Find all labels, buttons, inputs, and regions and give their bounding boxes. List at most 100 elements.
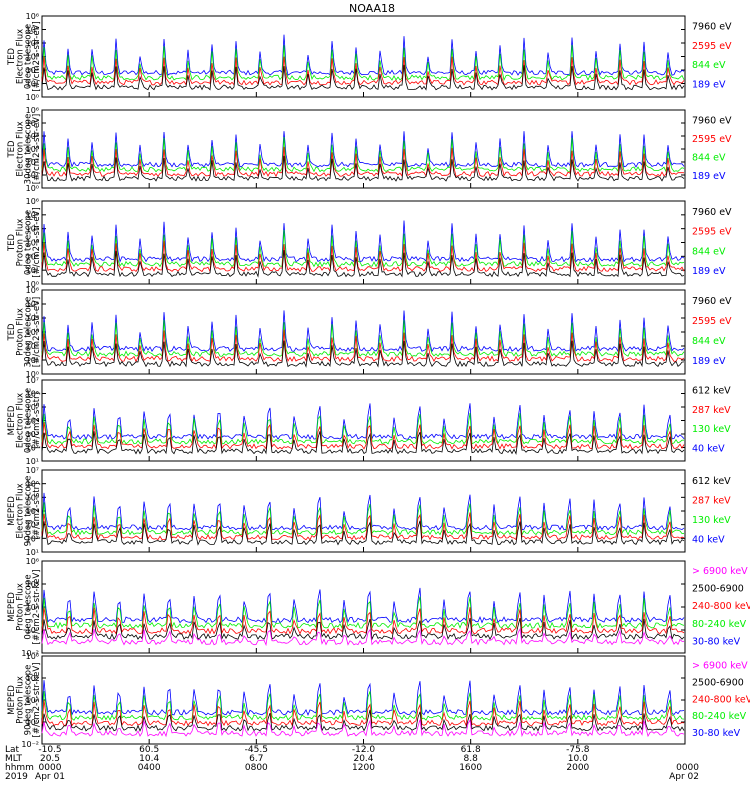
y-tick-label: 10³ bbox=[26, 53, 39, 62]
series-red bbox=[41, 512, 685, 541]
x-axis-cell: 20.4 bbox=[353, 754, 373, 764]
y-axis-label-line: TED bbox=[7, 323, 17, 342]
plot-frame bbox=[41, 469, 686, 553]
legend-entry: 844 eV bbox=[692, 152, 726, 163]
y-axis-label: MEPEDProton Flux0deg telescope[#/cm2-s-s… bbox=[7, 570, 42, 645]
legend-entry: 612 keV bbox=[692, 476, 731, 487]
x-axis-cell: 0000 bbox=[39, 763, 62, 773]
series-blue bbox=[41, 220, 685, 264]
series-green bbox=[41, 691, 685, 722]
y-tick-label: 10¹ bbox=[26, 457, 39, 466]
y-tick-label: 10² bbox=[26, 342, 39, 351]
y-axis-label: TEDProton Flux0deg telescope[#/cm2-s-str… bbox=[7, 207, 42, 277]
y-tick-label: 10² bbox=[26, 696, 39, 705]
legend-entry: > 6900 keV bbox=[692, 566, 748, 577]
y-axis-label-line: Electron Flux bbox=[15, 121, 25, 176]
y-tick-label: 10¹ bbox=[26, 80, 39, 89]
y-tick-label: 10³ bbox=[26, 239, 39, 248]
series-blue bbox=[41, 492, 685, 531]
legend-entry: 189 eV bbox=[692, 266, 726, 277]
x-axis-cell: -12.0 bbox=[352, 745, 376, 755]
series-black bbox=[41, 340, 685, 368]
series-green bbox=[41, 412, 685, 446]
y-tick-label: 10⁰ bbox=[26, 718, 39, 727]
y-axis-label-line: TED bbox=[7, 233, 17, 252]
y-axis-label-line: [#/cm2-s-str-keV] bbox=[32, 663, 42, 738]
y-tick-label: 10³ bbox=[26, 145, 39, 154]
legend-entry: 2500-6900 bbox=[692, 584, 744, 595]
y-tick-label: 10⁶ bbox=[26, 286, 39, 295]
x-axis-cell: 0400 bbox=[138, 763, 161, 773]
y-axis-label-line: 0deg telescope bbox=[24, 388, 34, 453]
legend-entry: 2595 eV bbox=[692, 227, 732, 238]
y-axis-label-line: [#/cm2-s-str-eV] bbox=[32, 21, 42, 91]
legend-entry: > 6900 keV bbox=[692, 660, 748, 671]
y-tick-label: 10⁵ bbox=[26, 119, 39, 128]
y-tick-label: 10³ bbox=[26, 328, 39, 337]
legend-entry: 2595 eV bbox=[692, 316, 732, 327]
x-axis-cell: 1600 bbox=[459, 763, 482, 773]
x-axis-cell: 0800 bbox=[245, 763, 268, 773]
x-axis-row-label: hhmm bbox=[5, 763, 34, 773]
series-green bbox=[41, 229, 685, 268]
panels-group: 10⁰ 10¹ 10² 10³ 10⁴ 10⁵ 10⁶ TED Electron Flux 0de… bbox=[7, 12, 750, 749]
y-tick-label: 10¹ bbox=[26, 548, 39, 557]
legend-entry: 844 eV bbox=[692, 60, 726, 71]
y-tick-label: 10³ bbox=[26, 521, 39, 530]
y-tick-label: 10⁶ bbox=[26, 480, 39, 489]
y-tick-label: 10⁶ bbox=[26, 197, 39, 206]
legend-entry: 2595 eV bbox=[692, 134, 732, 145]
y-axis-label-line: 0deg telescope bbox=[24, 24, 34, 89]
y-tick-label: 10⁰ bbox=[26, 370, 39, 379]
x-axis-cell: 10.4 bbox=[139, 754, 159, 764]
y-axis-label-line: Proton Flux bbox=[15, 676, 25, 724]
x-axis-row-label: MLT bbox=[5, 754, 23, 764]
y-axis-label-line: Proton Flux bbox=[15, 583, 25, 631]
y-axis-label-line: Electron Flux bbox=[15, 483, 25, 538]
y-tick-label: 10⁻² bbox=[21, 740, 39, 749]
legend-entry: 240-800 keV bbox=[692, 601, 750, 612]
legend-entry: 189 eV bbox=[692, 80, 726, 91]
x-axis-cell: 60.5 bbox=[139, 745, 159, 755]
series-red bbox=[41, 56, 685, 86]
legend-entry: 7960 eV bbox=[692, 296, 732, 307]
y-axis-label-line: [#/cm2-s-str-eV] bbox=[32, 114, 42, 184]
legend-entry: 2595 eV bbox=[692, 41, 732, 52]
legend-entry: 844 eV bbox=[692, 246, 726, 257]
series-magenta bbox=[41, 719, 685, 738]
x-axis-cell: 6.7 bbox=[249, 754, 263, 764]
y-tick-label: 10⁶ bbox=[26, 652, 39, 661]
y-axis-label-line: MEPED bbox=[7, 685, 17, 715]
legend-entry: 130 keV bbox=[692, 515, 731, 526]
y-tick-label: 10³ bbox=[26, 430, 39, 439]
series-green bbox=[41, 319, 685, 358]
y-tick-label: 10⁴ bbox=[26, 314, 39, 323]
series-blue bbox=[41, 403, 685, 441]
y-tick-label: 10⁷ bbox=[26, 466, 39, 475]
series-green bbox=[41, 136, 685, 173]
y-axis-label-line: MEPED bbox=[7, 496, 17, 526]
figure-title: NOAA18 bbox=[349, 2, 395, 15]
y-axis-label-line: MEPED bbox=[7, 405, 17, 435]
series-black bbox=[41, 431, 685, 455]
series-red bbox=[41, 422, 685, 450]
x-axis-row-label: 2019 bbox=[5, 772, 28, 782]
y-axis-label: TEDElectron Flux30deg telescope[#/cm2-s-… bbox=[7, 114, 42, 185]
y-tick-label: 10⁶ bbox=[26, 106, 39, 115]
y-axis-label-line: Proton Flux bbox=[15, 219, 25, 267]
legend-entry: 30-80 keV bbox=[692, 637, 741, 648]
y-axis-label: MEPEDElectron Flux0deg telescope[#/cm2-s… bbox=[7, 388, 42, 453]
y-axis-label-line: [#/cm2-s-str] bbox=[32, 392, 42, 449]
y-axis-label-line: [#/cm2-s-str] bbox=[32, 483, 42, 540]
legend-entry: 80-240 keV bbox=[692, 711, 747, 722]
series-black bbox=[41, 709, 685, 732]
y-tick-label: 10² bbox=[26, 603, 39, 612]
series-red bbox=[41, 240, 685, 273]
legend-entry: 612 keV bbox=[692, 386, 731, 397]
legend-entry: 287 keV bbox=[692, 495, 731, 506]
plot-frame bbox=[41, 560, 686, 654]
